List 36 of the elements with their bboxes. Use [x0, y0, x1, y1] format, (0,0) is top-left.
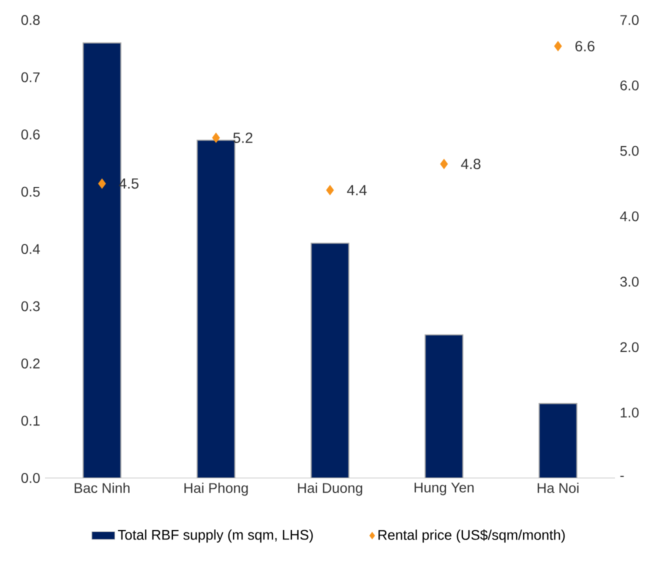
- y-tick-label: 0.3: [21, 301, 40, 312]
- x-tick-label: Bac Ninh: [74, 482, 130, 494]
- point: [98, 178, 106, 189]
- legend-label: Rental price (US$/sqm/month): [378, 529, 565, 543]
- y-tick-label: 0.8: [21, 15, 40, 25]
- y2-tick-label: 5.0: [620, 146, 639, 156]
- y2-tick-label: 2.0: [620, 342, 639, 352]
- y-tick-label: 0.2: [21, 358, 40, 368]
- legend-label: Total RBF supply (m sqm, LHS): [118, 530, 313, 543]
- y-tick-label: 0.7: [21, 72, 40, 82]
- y2-tick-label: -: [620, 476, 624, 477]
- y-tick-label: 0.0: [21, 473, 40, 483]
- point: [440, 158, 448, 170]
- y-tick-label: 0.6: [21, 130, 40, 140]
- y2-tick-label: 3.0: [620, 276, 639, 287]
- y-tick-label: 0.4: [21, 244, 40, 254]
- x-tick-label: Ha Noi: [538, 482, 578, 494]
- point: [212, 132, 220, 143]
- y2-tick-label: 7.0: [620, 15, 639, 25]
- point: [326, 185, 334, 196]
- x-tick-label: Hai Phong: [184, 482, 248, 496]
- bar: [310, 242, 350, 478]
- y-tick-label: 0.5: [21, 186, 40, 197]
- data-label: 5.2: [233, 132, 252, 143]
- bar: [538, 403, 578, 478]
- data-label: 4.8: [461, 158, 480, 170]
- y-tick-label: 0.1: [21, 416, 40, 426]
- bar: [424, 334, 464, 478]
- x-tick-label: Hai Duong: [298, 482, 362, 496]
- y2-tick-label: 6.0: [620, 80, 639, 90]
- point: [554, 41, 562, 52]
- y2-tick-label: 1.0: [620, 408, 639, 418]
- data-label: 4.4: [347, 185, 367, 196]
- data-label: 6.6: [575, 40, 594, 52]
- x-tick-label: Hung Yen: [414, 482, 474, 496]
- y2-tick-label: 4.0: [620, 211, 639, 222]
